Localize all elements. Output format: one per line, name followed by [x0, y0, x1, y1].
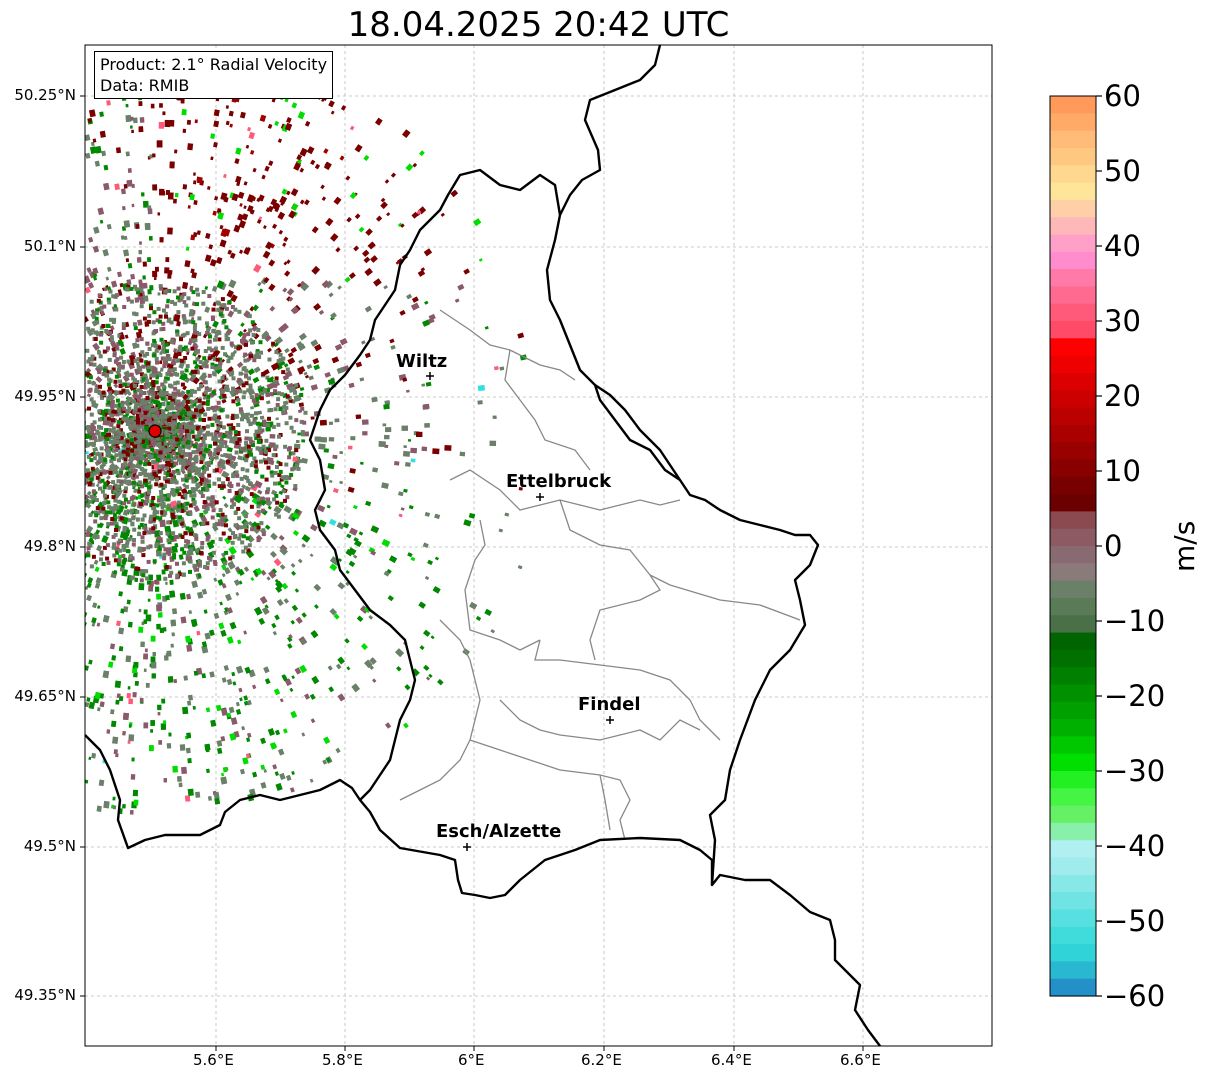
- lon-tick-label: 5.6°E: [193, 1051, 234, 1069]
- canton-boundaries: [399, 309, 801, 841]
- lat-tick-label: 49.5°N: [23, 837, 76, 855]
- colorbar-tick-label: −60: [1104, 979, 1166, 1013]
- colorbar-tick-label: −40: [1104, 829, 1166, 863]
- colorbar-tick-label: 20: [1104, 379, 1141, 413]
- colorbar-tick-label: 50: [1104, 154, 1141, 188]
- colorbar-tick-label: −20: [1104, 679, 1166, 713]
- city-label-findel: Findel: [578, 694, 641, 715]
- colorbar: [1050, 96, 1096, 997]
- city-label-wiltz: Wiltz: [396, 351, 448, 372]
- lon-tick-label: 5.8°E: [322, 1051, 363, 1069]
- colorbar-tick-label: −10: [1104, 604, 1166, 638]
- map-title: 18.04.2025 20:42 UTC: [347, 5, 730, 45]
- lon-tick-label: 6.4°E: [711, 1051, 752, 1069]
- colorbar-tick-label: 10: [1104, 454, 1141, 488]
- city-markers: [426, 372, 614, 851]
- lat-tick-label: 49.65°N: [14, 687, 76, 705]
- colorbar-tick-label: 40: [1104, 229, 1141, 263]
- colorbar-tick-label: 30: [1104, 304, 1141, 338]
- country-borders: [84, 44, 881, 1047]
- lat-tick-label: 49.95°N: [14, 387, 76, 405]
- lat-tick-label: 50.1°N: [23, 237, 76, 255]
- radar-velocity-layer: [85, 86, 527, 815]
- product-info-box: Product: 2.1° Radial Velocity Data: RMIB: [94, 51, 334, 99]
- lat-tick-label: 50.25°N: [14, 86, 76, 104]
- city-label-esch-alzette: Esch/Alzette: [436, 821, 562, 842]
- lon-tick-label: 6°E: [458, 1051, 485, 1069]
- colorbar-unit-label: m/s: [1168, 520, 1201, 572]
- colorbar-tick-label: 60: [1104, 79, 1141, 113]
- colorbar-tick-label: −50: [1104, 904, 1166, 938]
- colorbar-tick-label: 0: [1104, 529, 1123, 563]
- city-label-ettelbruck: Ettelbruck: [506, 471, 612, 492]
- colorbar-tick-label: −30: [1104, 754, 1166, 788]
- lat-tick-label: 49.35°N: [14, 986, 76, 1004]
- lat-tick-label: 49.8°N: [23, 537, 76, 555]
- data-source-label: Data: RMIB: [100, 76, 190, 95]
- product-label: Product: 2.1° Radial Velocity: [100, 55, 328, 74]
- lon-tick-label: 6.6°E: [840, 1051, 881, 1069]
- radar-site-marker: [148, 424, 162, 438]
- lon-tick-label: 6.2°E: [581, 1051, 622, 1069]
- colorbar-ticks: [1096, 95, 1102, 997]
- axis-ticks: [80, 95, 864, 1051]
- plot-area: [85, 45, 992, 1046]
